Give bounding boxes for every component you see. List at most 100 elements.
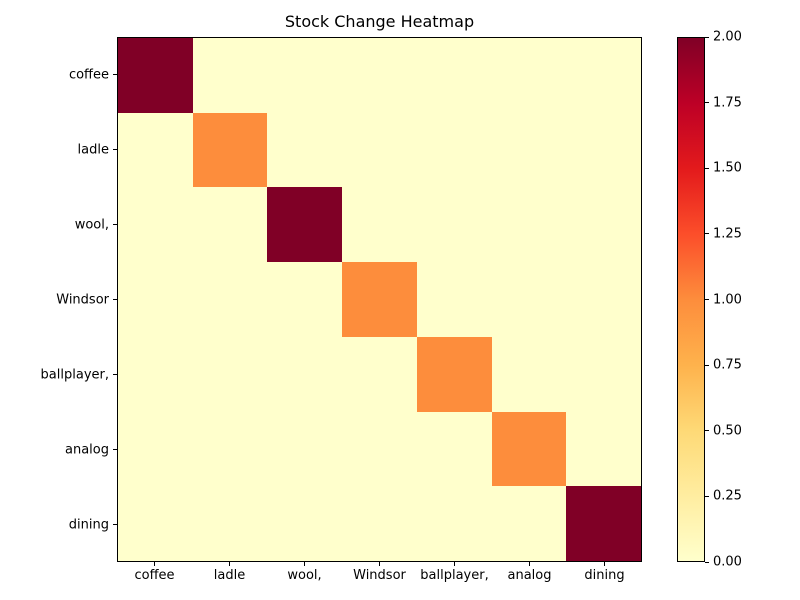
y-tick-mark bbox=[113, 149, 117, 150]
colorbar-tick-label: 1.00 bbox=[713, 292, 742, 307]
chart-title: Stock Change Heatmap bbox=[284, 12, 475, 31]
heatmap-cell-analog-Windsor bbox=[342, 411, 417, 487]
x-axis-label: wool, bbox=[287, 568, 322, 583]
heatmap-cell-coffee-ladle bbox=[192, 38, 268, 113]
colorbar-tick-label: 1.50 bbox=[713, 160, 742, 176]
heatmap-cell-ballplayer-ballplayer bbox=[416, 336, 492, 412]
colorbar-tick-mark bbox=[705, 495, 709, 497]
colorbar-tick-mark bbox=[705, 430, 709, 432]
x-axis-label: ballplayer, bbox=[420, 568, 489, 583]
heatmap-cell-coffee-coffee bbox=[118, 38, 193, 113]
y-tick-mark bbox=[113, 74, 117, 75]
y-tick-mark bbox=[113, 224, 117, 225]
colorbar-tick-mark bbox=[705, 233, 709, 235]
heatmap-cell-dining-coffee bbox=[118, 486, 193, 561]
heatmap-cell-wool-dining bbox=[566, 187, 641, 263]
heatmap-cell-coffee-wool bbox=[267, 38, 343, 113]
colorbar-tick-mark bbox=[705, 364, 709, 366]
y-axis-label: dining bbox=[68, 517, 109, 532]
heatmap-cell-wool-coffee bbox=[118, 187, 193, 263]
heatmap-cell-wool-ladle bbox=[192, 187, 268, 263]
heatmap-cell-coffee-Windsor bbox=[342, 38, 417, 113]
x-axis-label: analog bbox=[507, 568, 552, 583]
colorbar-tick-mark bbox=[705, 299, 709, 300]
heatmap-cell-analog-analog bbox=[491, 411, 567, 487]
colorbar bbox=[677, 37, 705, 562]
heatmap-cell-wool-analog bbox=[491, 187, 567, 263]
heatmap-cell-coffee-ballplayer bbox=[416, 38, 492, 113]
heatmap-cell-ladle-ballplayer bbox=[416, 112, 492, 188]
colorbar-tick-label: 1.75 bbox=[713, 95, 742, 111]
heatmap-cell-analog-wool bbox=[267, 411, 343, 487]
heatmap-plot-area bbox=[117, 37, 642, 562]
y-tick-mark bbox=[113, 524, 117, 525]
x-tick-mark bbox=[454, 562, 455, 566]
colorbar-gradient bbox=[678, 38, 704, 561]
heatmap-cell-ladle-ladle bbox=[192, 112, 268, 188]
heatmap-cell-wool-Windsor bbox=[342, 187, 417, 263]
heatmap-cell-ballplayer-coffee bbox=[118, 336, 193, 412]
heatmap-cell-ballplayer-ladle bbox=[192, 336, 268, 412]
heatmap-cell-dining-ballplayer bbox=[416, 486, 492, 561]
heatmap-cell-wool-ballplayer bbox=[416, 187, 492, 263]
colorbar-tick-label: 0.75 bbox=[713, 357, 742, 373]
heatmap-cell-ladle-coffee bbox=[118, 112, 193, 188]
x-axis-label: ladle bbox=[213, 568, 246, 583]
heatmap-cell-Windsor-analog bbox=[491, 262, 567, 337]
colorbar-tick-mark bbox=[705, 36, 709, 38]
y-tick-mark bbox=[113, 449, 117, 450]
heatmap-cell-Windsor-coffee bbox=[118, 262, 193, 337]
colorbar-tick-label: 0.50 bbox=[713, 423, 742, 439]
heatmap-cell-Windsor-Windsor bbox=[342, 262, 417, 337]
heatmap-cell-dining-wool bbox=[267, 486, 343, 561]
colorbar-tick-label: 1.25 bbox=[713, 226, 742, 242]
heatmap-cell-Windsor-wool bbox=[267, 262, 343, 337]
x-axis-label: dining bbox=[584, 568, 625, 583]
heatmap-cell-analog-ladle bbox=[192, 411, 268, 487]
y-axis-label: coffee bbox=[68, 67, 109, 82]
x-tick-mark bbox=[154, 562, 155, 566]
heatmap-cell-ballplayer-dining bbox=[566, 336, 641, 412]
heatmap-cell-Windsor-ballplayer bbox=[416, 262, 492, 337]
heatmap-cell-coffee-analog bbox=[491, 38, 567, 113]
y-axis-label: Windsor bbox=[56, 292, 109, 307]
heatmap-cell-Windsor-ladle bbox=[192, 262, 268, 337]
heatmap-cell-dining-Windsor bbox=[342, 486, 417, 561]
heatmap-cell-ladle-analog bbox=[491, 112, 567, 188]
heatmap-cell-ballplayer-analog bbox=[491, 336, 567, 412]
x-tick-mark bbox=[379, 562, 380, 566]
heatmap-cell-ballplayer-wool bbox=[267, 336, 343, 412]
colorbar-tick-mark bbox=[705, 561, 709, 563]
heatmap-cell-dining-ladle bbox=[192, 486, 268, 561]
heatmap-cell-dining-dining bbox=[566, 486, 641, 561]
heatmap-cell-ladle-dining bbox=[566, 112, 641, 188]
heatmap-cell-ballplayer-Windsor bbox=[342, 336, 417, 412]
heatmap-cell-dining-analog bbox=[491, 486, 567, 561]
x-tick-mark bbox=[529, 562, 530, 566]
x-tick-mark bbox=[604, 562, 605, 566]
x-axis-label: Windsor bbox=[353, 568, 406, 583]
y-tick-mark bbox=[113, 374, 117, 375]
colorbar-tick-label: 0.25 bbox=[713, 488, 742, 504]
heatmap-cell-wool-wool bbox=[267, 187, 343, 263]
heatmap-cell-analog-coffee bbox=[118, 411, 193, 487]
colorbar-tick-mark bbox=[705, 102, 709, 104]
colorbar-tick-label: 0.00 bbox=[713, 554, 742, 570]
y-tick-mark bbox=[113, 299, 117, 300]
heatmap-cell-analog-ballplayer bbox=[416, 411, 492, 487]
heatmap-cell-ladle-Windsor bbox=[342, 112, 417, 188]
y-axis-label: wool, bbox=[74, 217, 109, 232]
heatmap-cell-ladle-wool bbox=[267, 112, 343, 188]
y-axis-label: ballplayer, bbox=[40, 367, 109, 382]
colorbar-tick-mark bbox=[705, 167, 709, 169]
colorbar-tick-label: 2.00 bbox=[713, 29, 742, 45]
y-axis-label: ladle bbox=[77, 142, 109, 157]
x-tick-mark bbox=[304, 562, 305, 566]
y-axis-label: analog bbox=[65, 442, 109, 457]
heatmap-cell-Windsor-dining bbox=[566, 262, 641, 337]
heatmap-cell-coffee-dining bbox=[566, 38, 641, 113]
x-axis-label: coffee bbox=[134, 568, 175, 583]
x-tick-mark bbox=[229, 562, 230, 566]
heatmap-cell-analog-dining bbox=[566, 411, 641, 487]
